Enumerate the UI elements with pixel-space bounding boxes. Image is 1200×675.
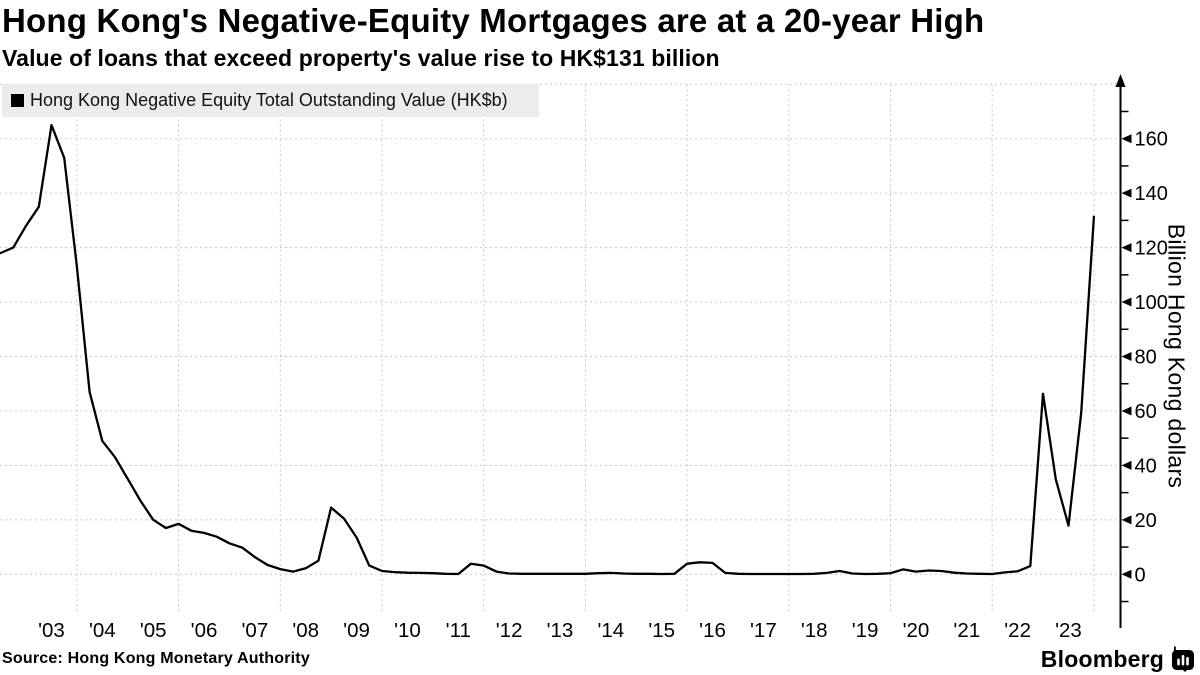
y-tick-label: 120: [1135, 238, 1168, 260]
y-tick-label: 0: [1135, 564, 1146, 586]
bloomberg-wordmark: Bloomberg: [1040, 645, 1164, 672]
x-tick-label: '18: [801, 619, 828, 642]
page-title: Hong Kong's Negative-Equity Mortgages ar…: [2, 2, 985, 39]
y-tick-arrow-icon: [1121, 134, 1132, 144]
x-tick-label: '05: [140, 619, 167, 642]
y-tick-label: 140: [1135, 183, 1168, 205]
x-tick-label: '11: [446, 619, 471, 642]
x-tick-label: '04: [89, 619, 116, 642]
page-subtitle: Value of loans that exceed property's va…: [2, 45, 720, 71]
legend-swatch-icon: [11, 94, 24, 107]
y-tick-label: 160: [1135, 129, 1168, 151]
bloomberg-logo: Bloomberg: [1041, 646, 1195, 672]
x-tick-label: '14: [597, 619, 624, 642]
y-tick-label: 20: [1135, 510, 1157, 532]
x-tick-label: '17: [750, 619, 777, 642]
legend-label: Hong Kong Negative Equity Total Outstand…: [30, 90, 508, 110]
y-tick-arrow-icon: [1121, 243, 1132, 253]
x-tick-label: '20: [903, 619, 930, 642]
x-tick-label: '06: [191, 619, 218, 642]
x-tick-label: '16: [699, 619, 726, 642]
y-tick-arrow-icon: [1121, 297, 1132, 307]
x-tick-label: '07: [242, 619, 269, 642]
y-tick-label: 80: [1135, 347, 1157, 369]
legend: Hong Kong Negative Equity Total Outstand…: [2, 84, 539, 117]
y-axis-title: Billion Hong Kong dollars: [1152, 0, 1200, 675]
y-tick-label: 100: [1135, 292, 1168, 314]
x-tick-label: '08: [292, 619, 319, 642]
y-tick-arrow-icon: [1121, 460, 1132, 470]
x-tick-label: '21: [953, 619, 980, 642]
y-tick-arrow-icon: [1121, 569, 1132, 579]
x-tick-label: '12: [496, 619, 523, 642]
x-tick-label: '03: [38, 619, 65, 642]
y-tick-arrow-icon: [1121, 406, 1132, 416]
x-tick-label: '13: [547, 619, 574, 642]
y-tick-arrow-icon: [1121, 352, 1132, 361]
y-axis-arrow-icon: [1115, 74, 1126, 87]
x-tick-label: '19: [852, 619, 879, 642]
x-tick-label: '09: [343, 619, 370, 642]
y-axis-title-text: Billion Hong Kong dollars: [1163, 223, 1190, 489]
y-tick-label: 40: [1135, 455, 1157, 477]
source-label: Source: Hong Kong Monetary Authority: [2, 650, 310, 667]
x-tick-label: '23: [1055, 619, 1082, 642]
x-tick-label: '10: [394, 619, 421, 642]
negative-equity-line: [0, 123, 1096, 576]
bloomberg-icon: [1172, 646, 1194, 672]
y-tick-label: 60: [1135, 401, 1157, 423]
x-tick-label: '22: [1004, 619, 1031, 642]
y-tick-arrow-icon: [1121, 515, 1132, 525]
y-tick-arrow-icon: [1121, 188, 1132, 198]
x-tick-label: '15: [648, 619, 675, 642]
